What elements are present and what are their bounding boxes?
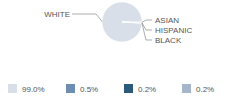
legend-label: 0.2% — [196, 85, 214, 94]
legend-swatch — [8, 84, 17, 93]
legend-swatch — [66, 84, 75, 93]
slice-label: BLACK — [155, 36, 182, 45]
leader-line — [142, 20, 152, 22]
slice-label: HISPANIC — [155, 26, 192, 35]
pie-slice — [102, 2, 142, 42]
legend-label: 0.2% — [138, 85, 156, 94]
pie-slice — [122, 22, 142, 24]
pie-slice — [122, 22, 142, 24]
pie — [102, 2, 142, 42]
pie-slice — [122, 22, 142, 23]
leader-line — [72, 14, 102, 21]
legend-swatch — [182, 84, 191, 93]
legend: 99.0% 0.5% 0.2% 0.2% — [8, 84, 214, 94]
slice-label: ASIAN — [155, 16, 179, 25]
legend-label: 0.5% — [80, 85, 98, 94]
slice-label: WHITE — [44, 10, 70, 19]
legend-swatch — [124, 84, 133, 93]
chart: WHITE ASIANHISPANICBLACK 99.0% 0.5% 0.2% 0.2% — [0, 0, 240, 100]
leader-line — [142, 23, 152, 40]
legend-label: 99.0% — [22, 85, 45, 94]
